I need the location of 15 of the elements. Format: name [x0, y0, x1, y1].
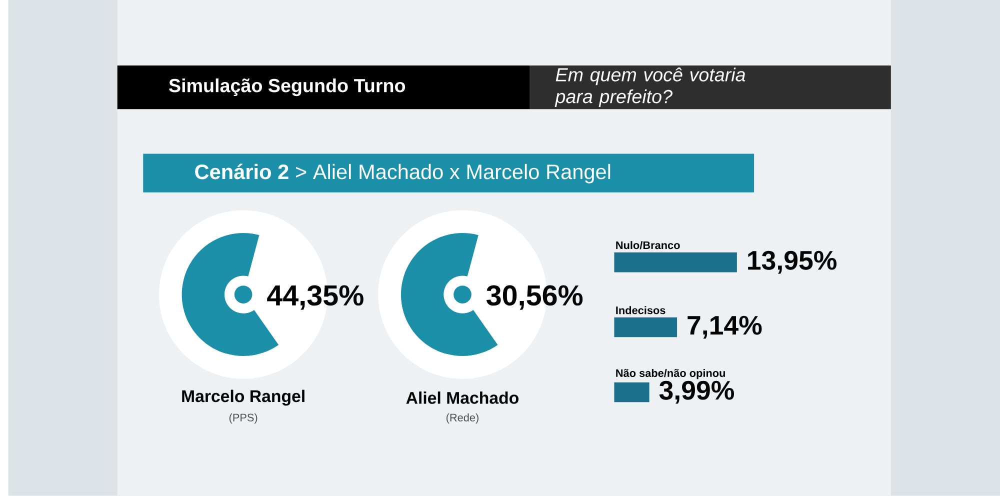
data-label: 44,35% — [267, 285, 364, 310]
text: (Rede) — [446, 413, 478, 424]
text: Simulação Segundo Turno — [169, 78, 406, 96]
y-tick-label: Nulo/Branco — [616, 241, 680, 250]
text: Cenário 2 > Aliel Machado x Marcelo Rangel — [195, 164, 610, 184]
category-label: Marcelo Rangel — [182, 390, 304, 406]
chart-subtitle: Em quem você votaria para prefeito? — [554, 68, 746, 108]
y-tick-label: Indecisos — [616, 306, 666, 314]
data-label: 13,95% — [748, 250, 837, 274]
data-label: 30,56% — [486, 285, 583, 310]
data-label: 3,99% — [659, 380, 734, 404]
category-label: Aliel Machado — [406, 392, 518, 404]
text: (PPS) — [229, 413, 258, 424]
y-tick-label: Não sabe/não opinou — [616, 369, 725, 380]
data-label: 7,14% — [688, 316, 762, 339]
